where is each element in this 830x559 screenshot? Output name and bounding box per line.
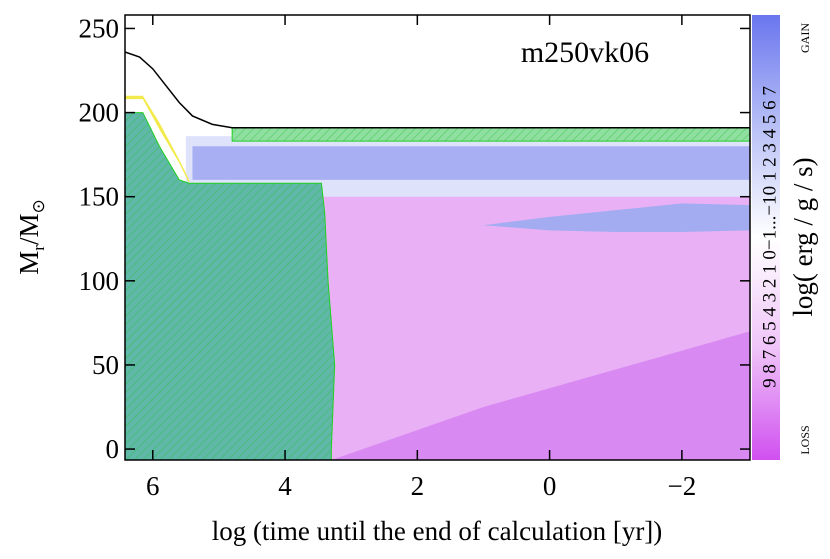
- hatching: [231, 127, 750, 142]
- x-tick-label: 2: [411, 471, 425, 501]
- x-tick-label: 0: [543, 471, 557, 501]
- y-label-main: M: [14, 251, 44, 275]
- y-label-sub2: ⊙: [29, 199, 48, 213]
- colorbar-label: log( erg / g / s): [788, 157, 818, 316]
- colorbar-bottom: LOSS: [798, 425, 812, 454]
- x-tick-label: 6: [146, 471, 160, 501]
- frame: [124, 14, 751, 461]
- hatching: [125, 112, 336, 460]
- energy-zone: [192, 146, 750, 180]
- y-axis-label: Mr/M⊙: [14, 199, 48, 274]
- y-tick-label: 250: [79, 13, 120, 43]
- colorbar-top: GAIN: [798, 23, 812, 53]
- y-tick-label: 50: [92, 350, 119, 380]
- colorbar-ticks: 9 8 7 6 5 4 3 2 1 0−1...−10 1 2 3 4 5 6 …: [759, 86, 780, 388]
- y-tick-label: 150: [79, 182, 120, 212]
- energy-zone: [483, 203, 750, 233]
- plot-area: [125, 51, 750, 460]
- x-tick-label: 4: [278, 471, 292, 501]
- total-mass-line: [125, 51, 750, 129]
- chart-title: m250vk06: [521, 36, 649, 69]
- colorbar: [752, 15, 780, 460]
- y-tick-label: 200: [79, 98, 120, 128]
- x-axis-label: log (time until the end of calculation […: [212, 516, 663, 546]
- y-label-main2: /M: [14, 214, 44, 246]
- x-tick-label: −2: [668, 471, 697, 501]
- y-label-sub: r: [29, 245, 48, 251]
- y-tick-label: 0: [106, 434, 120, 464]
- y-tick-label: 100: [79, 266, 120, 296]
- energy-zone: [331, 331, 750, 460]
